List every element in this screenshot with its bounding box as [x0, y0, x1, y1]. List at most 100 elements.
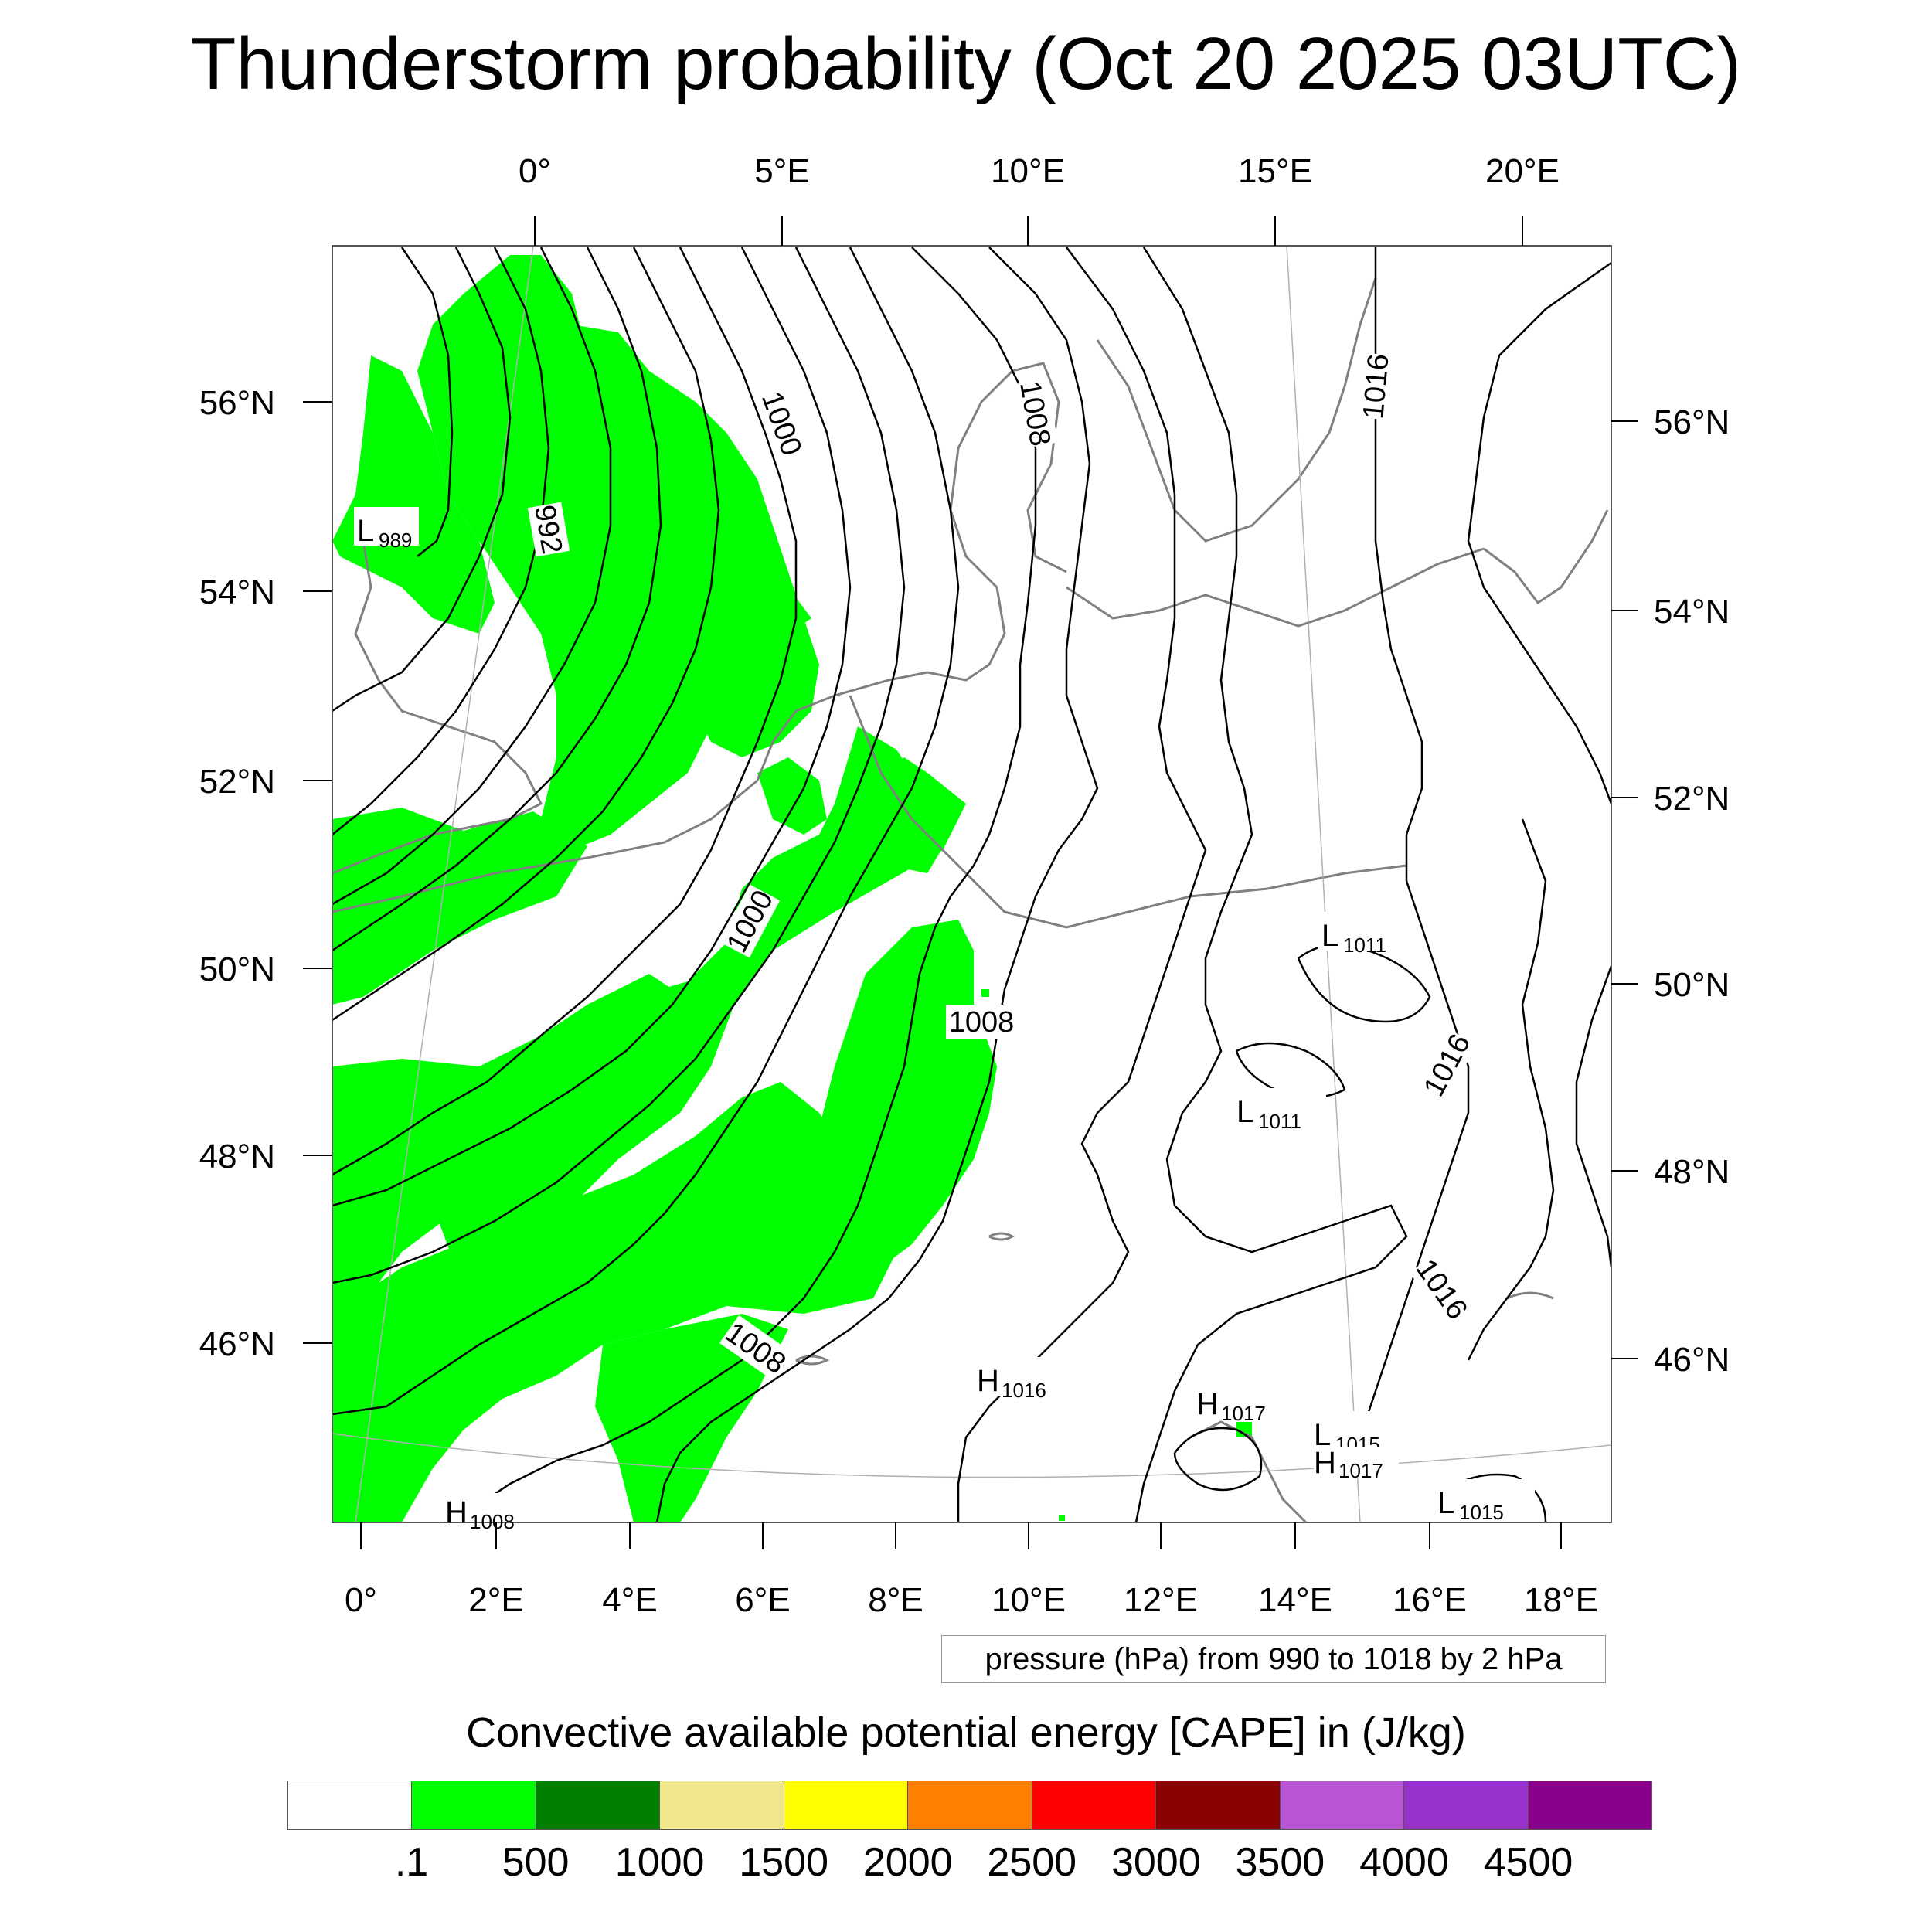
top-lon-label: 10°E: [991, 152, 1065, 190]
plot-frame: [332, 245, 1612, 1523]
colorbar-cell: [288, 1781, 413, 1829]
isobar-1018-east: [1575, 965, 1611, 1268]
bottom-lon-label: 2°E: [468, 1581, 523, 1619]
isobar-label: 1008: [1013, 379, 1056, 449]
bottom-lon-label: 8°E: [868, 1581, 923, 1619]
colorbar-cell: [784, 1781, 909, 1829]
border-central-europe: [849, 695, 1407, 929]
meridian-15e: [1286, 246, 1361, 1522]
right-lat-ticks: [1611, 420, 1638, 1359]
center-type: H: [445, 1495, 468, 1529]
lake-geneva: [795, 1355, 830, 1366]
center-type: L: [1321, 919, 1338, 953]
cape-region-main: [433, 757, 966, 1267]
colorbar-label: 2500: [987, 1840, 1077, 1885]
pressure-center: L 1015: [1434, 1479, 1535, 1524]
center-value: 1015: [1459, 1501, 1504, 1524]
right-lat-label: 54°N: [1654, 593, 1730, 631]
colorbar-title: Convective available potential energy [C…: [466, 1709, 1466, 1756]
pressure-center: L 989: [354, 507, 419, 552]
center-value: 1008: [470, 1510, 515, 1533]
left-lat-label: 50°N: [199, 951, 275, 988]
colorbar-labels: .1 500 1000 1500 2000 2500 3000 3500 4000 4500: [0, 1838, 1932, 1892]
colorbar-cell: [412, 1781, 536, 1829]
top-lon-label: 0°: [519, 152, 551, 190]
top-lon-label: 5°E: [754, 152, 809, 190]
top-lon-label: 15°E: [1238, 152, 1312, 190]
cape-region-north-5: [649, 448, 811, 634]
center-value: 1011: [1258, 1110, 1301, 1133]
isobar-994: [332, 247, 612, 906]
cape-region-east: [804, 920, 997, 1267]
pressure-center: L 1011: [1233, 1088, 1326, 1133]
colorbar-label: 4000: [1359, 1840, 1449, 1885]
pressure-centers: L 989 L 1011 L 1011 H 1016 H 1017 L 1015: [354, 507, 1535, 1533]
center-type: H: [1196, 1387, 1219, 1421]
center-value: 1017: [1338, 1459, 1383, 1482]
bottom-lon-label: 12°E: [1124, 1581, 1198, 1619]
isobar-1006: [332, 247, 960, 1416]
cape-region-south-central: [595, 1314, 788, 1522]
left-lat-label: 48°N: [199, 1138, 275, 1175]
cape-speck-2: [1236, 1422, 1252, 1437]
graticule: [332, 246, 1611, 1522]
center-type: L: [357, 514, 374, 548]
top-lon-label: 20°E: [1485, 152, 1560, 190]
bottom-lon-ticks: [360, 1522, 1562, 1549]
bottom-lon-label: 0°: [345, 1581, 377, 1619]
coast-netherlands-germany: [756, 587, 1006, 781]
contour-info-box: pressure (hPa) from 990 to 1018 by 2 hPa: [941, 1635, 1606, 1683]
colorbar-cell: [1528, 1781, 1651, 1829]
pressure-center: H 1017: [1314, 1446, 1399, 1482]
isobar-high-1017: [1173, 1427, 1263, 1492]
right-lat-label: 52°N: [1654, 780, 1730, 818]
right-lat-label: 56°N: [1654, 403, 1730, 441]
cape-region-central-east: [835, 726, 951, 873]
bottom-lon-label: 10°E: [992, 1581, 1066, 1619]
center-type: L: [1437, 1486, 1454, 1520]
colorbar-label: 4500: [1483, 1840, 1573, 1885]
cape-region-north-3: [332, 355, 495, 634]
right-lat-label: 50°N: [1654, 966, 1730, 1004]
pressure-center: H 1008: [442, 1493, 519, 1533]
isobar-label: 1016: [1410, 1253, 1474, 1325]
isobar-layer: [332, 247, 1611, 1522]
colorbar-label: 3000: [1111, 1840, 1201, 1885]
colorbar-label: 1500: [739, 1840, 829, 1885]
center-value: 989: [379, 529, 412, 552]
cape-region-north-1: [417, 255, 711, 850]
isobar-998: [332, 247, 720, 1022]
coast-france-north: [332, 779, 758, 913]
pressure-center: H 1017: [1193, 1380, 1291, 1425]
coast-baltic-east: [1483, 509, 1609, 605]
colorbar-label: 500: [502, 1840, 570, 1885]
cape-fill-layer: [332, 255, 1291, 1522]
colorbar-label: 1000: [614, 1840, 705, 1885]
cape-region-west: [332, 808, 587, 1005]
isobar-988: [400, 247, 454, 557]
cape-region-southwest: [332, 1082, 896, 1522]
isobar-1016: [1359, 247, 1470, 1438]
lake-constance: [988, 1232, 1015, 1241]
isobar-1016-east: [1467, 818, 1555, 1361]
parallel-45n: [332, 1433, 1611, 1478]
bottom-lon-label: 4°E: [602, 1581, 657, 1619]
colorbar-label: 3500: [1235, 1840, 1325, 1885]
left-lat-ticks: [303, 401, 332, 1344]
colorbar-label: .1: [394, 1840, 429, 1885]
center-value: 1017: [1221, 1402, 1266, 1425]
cape-region-channel: [757, 757, 827, 835]
colorbar: [287, 1781, 1652, 1830]
left-lat-label: 54°N: [199, 573, 275, 611]
bottom-lon-label: 16°E: [1393, 1581, 1467, 1619]
colorbar-label: 2000: [862, 1840, 953, 1885]
meridian-0: [355, 246, 534, 1522]
isobar-992: [332, 247, 550, 835]
center-type: L: [1314, 1418, 1331, 1452]
coast-sweden: [1096, 277, 1377, 543]
lake-balaton: [1506, 1291, 1554, 1300]
colorbar-cell: [536, 1781, 661, 1829]
bottom-lon-label: 14°E: [1258, 1581, 1332, 1619]
cape-speck-4: [1059, 1515, 1065, 1521]
isobar-low-1011-b: [1235, 1042, 1346, 1099]
